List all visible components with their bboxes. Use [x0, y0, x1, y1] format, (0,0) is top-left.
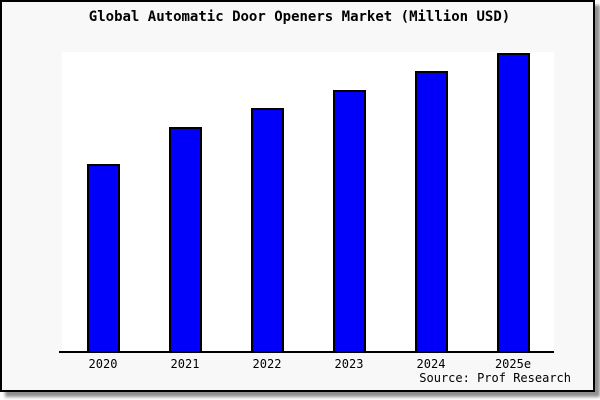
chart-title: Global Automatic Door Openers Market (Mi…: [88, 9, 511, 25]
chart-card: Global Automatic Door Openers Market (Mi…: [0, 0, 595, 392]
x-tick-label-2023: 2023: [334, 357, 364, 371]
x-tick-label-2022: 2022: [252, 357, 282, 371]
x-axis-line: [59, 351, 554, 353]
x-tick-label-2025e: 2025e: [494, 357, 532, 371]
x-axis-tick-row: 2020 2021 2022 2023 2024 2025e: [62, 357, 554, 371]
bar-2025e: [496, 53, 530, 353]
x-tick-label-2021: 2021: [170, 357, 200, 371]
source-attribution: Source: Prof Research: [419, 371, 571, 385]
bar-2021: [168, 127, 202, 353]
x-tick-label-2020: 2020: [88, 357, 118, 371]
x-tick-label-2024: 2024: [416, 357, 446, 371]
bar-2022: [250, 108, 284, 353]
plot-area: [59, 52, 554, 353]
bar-2024: [414, 71, 448, 353]
bar-2020: [86, 164, 120, 353]
bar-2023: [332, 90, 366, 353]
